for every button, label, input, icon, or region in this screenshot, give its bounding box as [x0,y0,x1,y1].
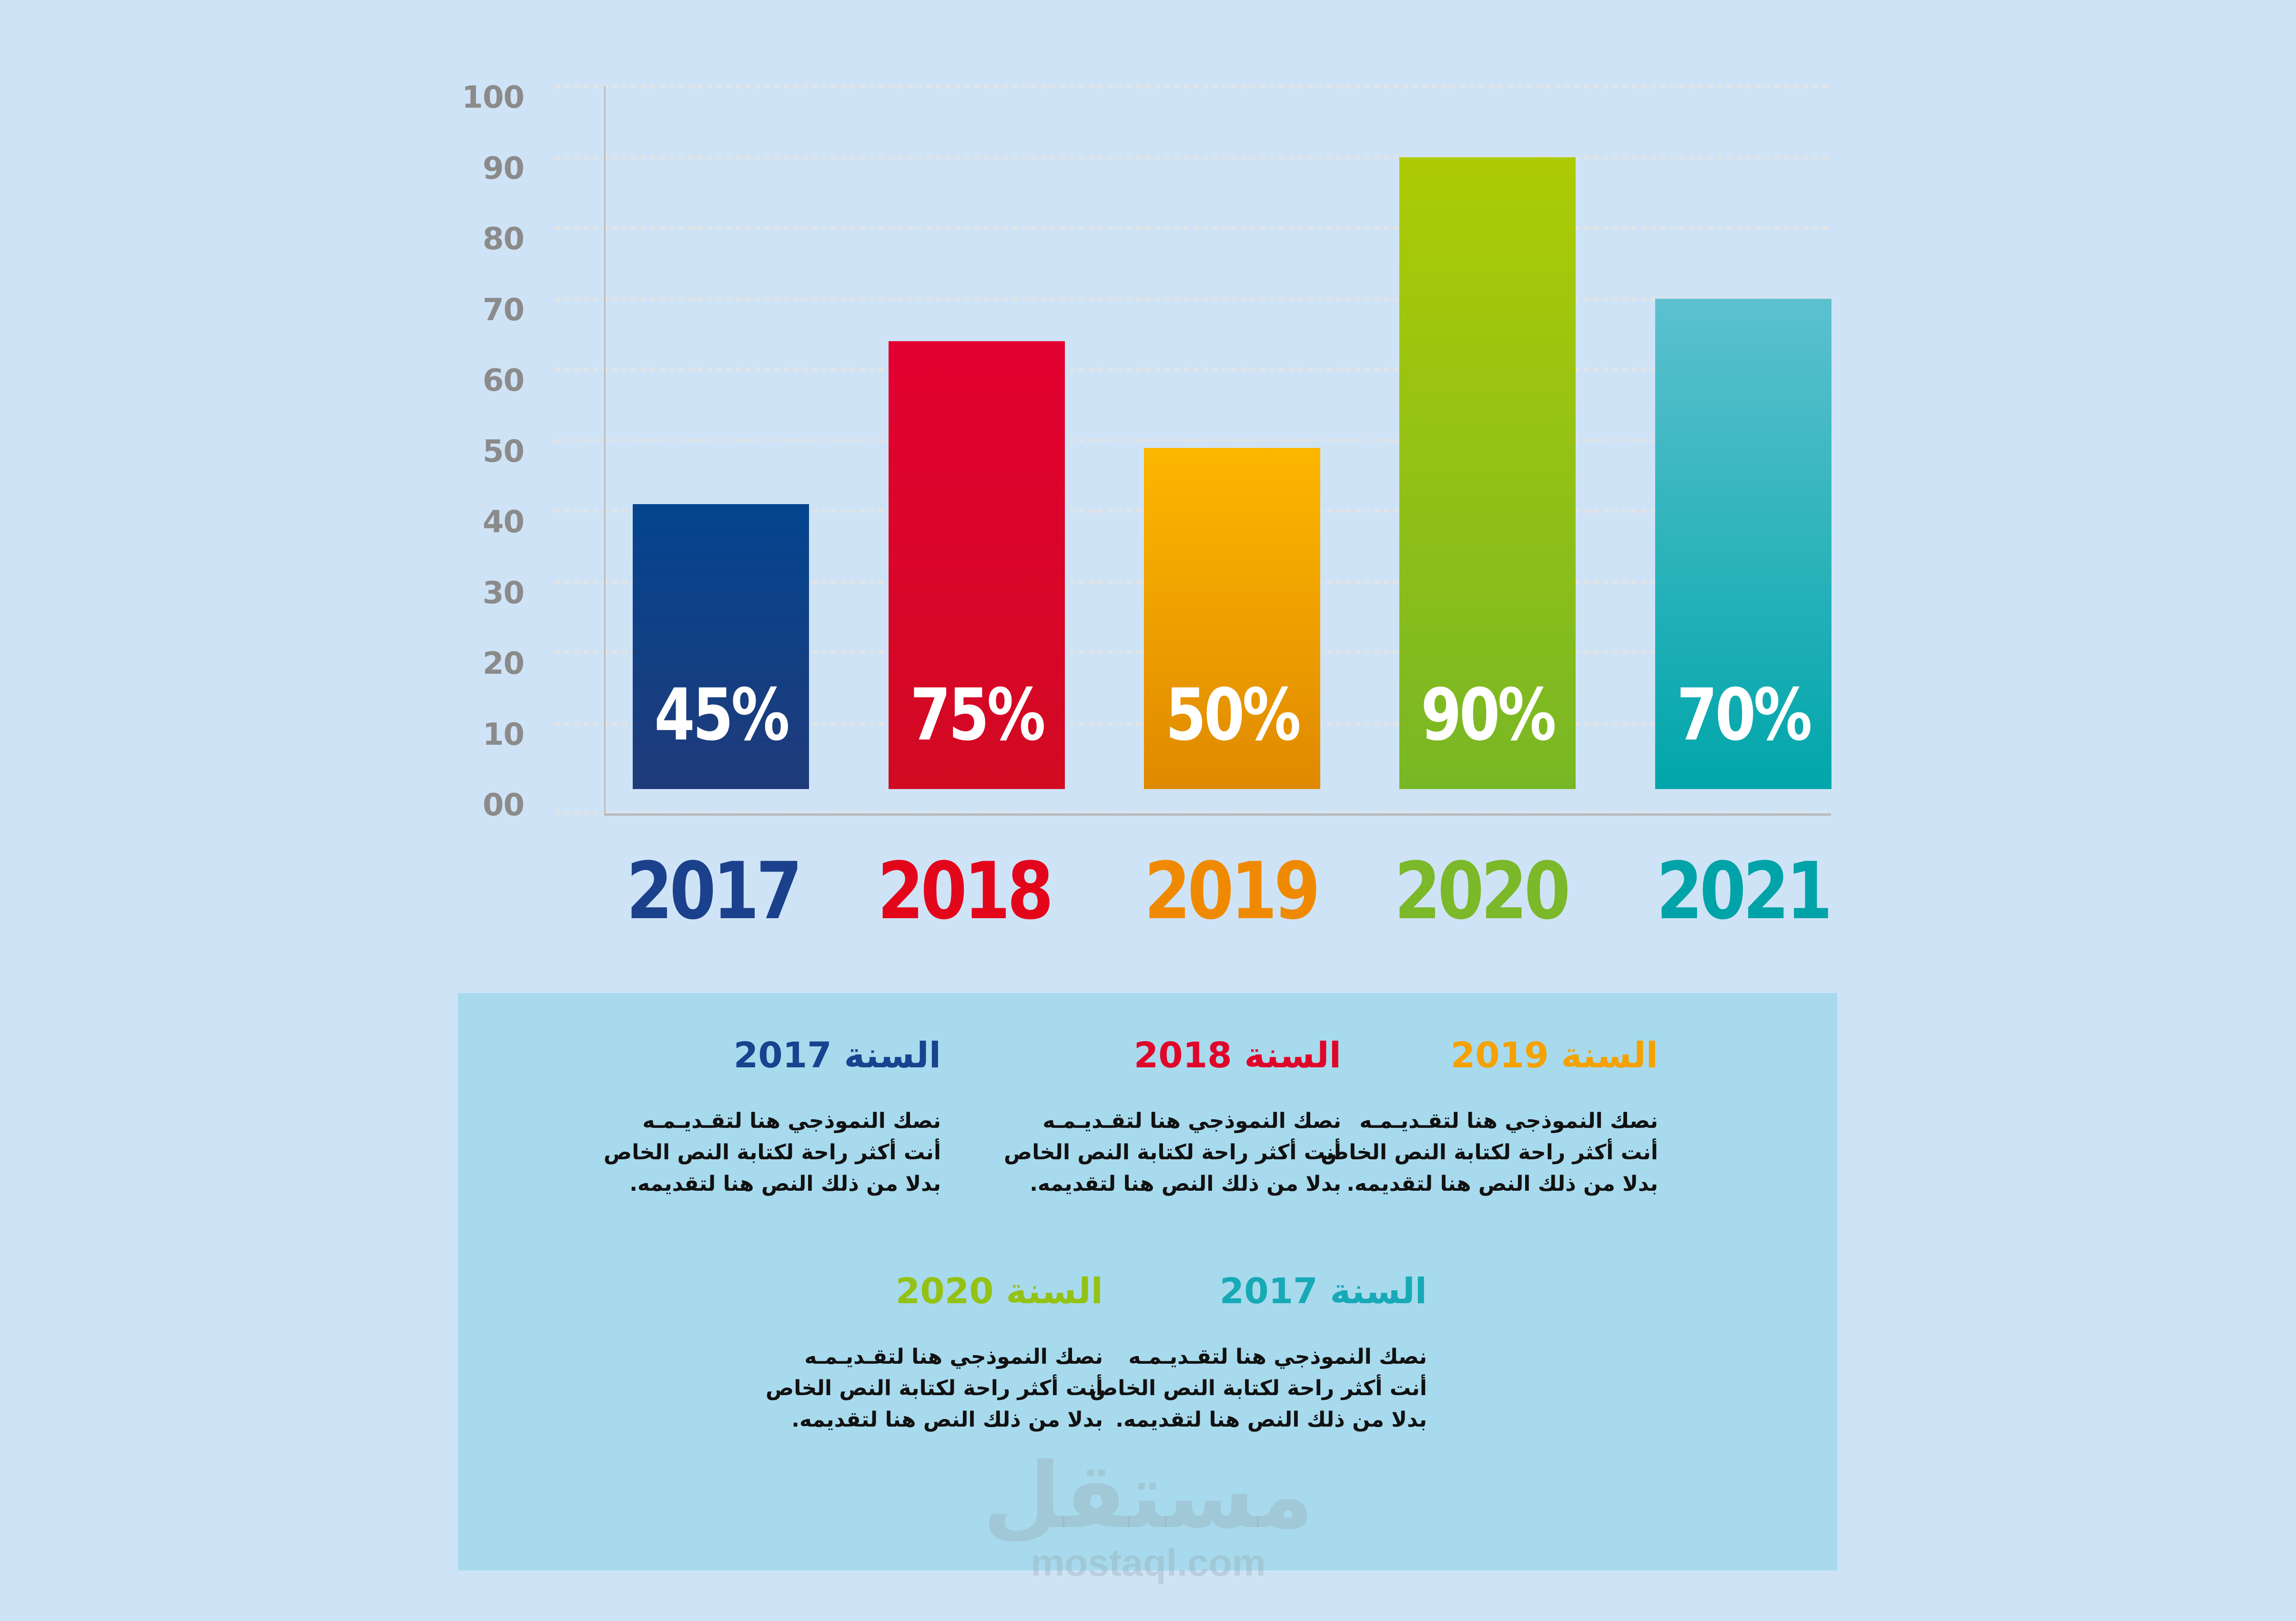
watermark-latin: mostaql.com [1031,1541,1266,1584]
card-body: نصك النموذجي هنا لتقـديـمـه أنت أكثر راح… [604,1105,941,1200]
x-axis-line [604,813,1831,816]
card-title-year: 2017 [733,1035,833,1076]
y-tick-40: 40 [482,505,525,540]
x-label-2020: 2020 [1394,845,1571,937]
bar-value-label: 90% [1421,674,1557,757]
gridline [555,156,1832,159]
card-title: السنة 2018 [1036,1034,1341,1077]
description-panel [458,993,1837,1570]
year-card-2018: السنة 2018 نصك النموذجي هنا لتقـديـمـه أ… [1004,1034,1341,1200]
card-title-year: 2017 [1219,1271,1319,1312]
watermark: مستقل mostaql.com [981,1449,1315,1582]
x-label-2021: 2021 [1656,845,1833,937]
y-tick-20: 20 [482,646,525,681]
card-line: بدلا من ذلك النص هنا لتقديمه. [629,1172,941,1196]
y-tick-80: 80 [482,222,525,257]
card-title: السنة 2020 [798,1270,1103,1313]
card-line: بدلا من ذلك النص هنا لتقديمه. [791,1408,1103,1432]
x-label-2018: 2018 [877,845,1054,937]
bar-value-label: 50% [1165,674,1301,757]
gridline [555,85,1832,88]
y-tick-50: 50 [482,434,525,469]
bar-2019: 50% [1144,448,1320,789]
card-body: نصك النموذجي هنا لتقـديـمـه أنت أكثر راح… [766,1341,1103,1436]
card-line: نصك النموذجي هنا لتقـديـمـه [1042,1109,1341,1133]
card-line: بدلا من ذلك النص هنا لتقديمه. [1030,1172,1341,1196]
card-title-prefix: السنة [1561,1035,1658,1076]
bar-2017: 45% [633,504,809,789]
card-title-year: 2020 [895,1271,995,1312]
card-line: بدلا من ذلك النص هنا لتقديمه. [1115,1408,1427,1432]
gridline [555,226,1832,230]
y-tick-30: 30 [482,576,525,611]
card-title-prefix: السنة [1330,1271,1427,1312]
card-title-prefix: السنة [1244,1035,1341,1076]
gridline [555,811,1832,815]
bar-value-label: 70% [1677,674,1812,757]
year-card-2017-teal: السنة 2017 نصك النموذجي هنا لتقـديـمـه أ… [1090,1270,1427,1436]
y-tick-100: 100 [462,80,525,115]
gridline [555,297,1832,301]
y-tick-70: 70 [482,293,525,328]
y-tick-10: 10 [482,717,525,752]
card-line: بدلا من ذلك النص هنا لتقديمه. [1346,1172,1658,1196]
bar-value-label: 45% [654,674,790,757]
card-body: نصك النموذجي هنا لتقـديـمـه أنت أكثر راح… [1004,1105,1341,1200]
card-line: أنت أكثر راحة لكتابة النص الخاص [766,1376,1103,1400]
card-title-prefix: السنة [844,1035,941,1076]
card-line: نصك النموذجي هنا لتقـديـمـه [1359,1109,1658,1133]
card-line: أنت أكثر راحة لكتابة النص الخاص [1004,1140,1341,1165]
card-line: أنت أكثر راحة لكتابة النص الخاص [604,1140,941,1165]
year-card-2020: السنة 2020 نصك النموذجي هنا لتقـديـمـه أ… [766,1270,1103,1436]
card-title-year: 2019 [1450,1035,1550,1076]
card-line: أنت أكثر راحة لكتابة النص الخاص [1090,1376,1427,1400]
bar-2018: 75% [889,341,1065,789]
watermark-arabic: مستقل [982,1443,1314,1549]
x-label-2019: 2019 [1144,845,1321,937]
bar-2020: 90% [1399,157,1576,789]
x-label-2017: 2017 [626,845,803,937]
y-tick-90: 90 [482,151,525,186]
card-body: نصك النموذجي هنا لتقـديـمـه أنت أكثر راح… [1321,1105,1658,1200]
card-title-year: 2018 [1133,1035,1234,1076]
gridline [555,368,1832,371]
year-card-2019: السنة 2019 نصك النموذجي هنا لتقـديـمـه أ… [1321,1034,1658,1200]
card-body: نصك النموذجي هنا لتقـديـمـه أنت أكثر راح… [1090,1341,1427,1436]
card-title: السنة 2017 [636,1034,941,1077]
card-title: السنة 2019 [1353,1034,1658,1077]
year-card-2017: السنة 2017 نصك النموذجي هنا لتقـديـمـه أ… [604,1034,941,1200]
gridline [555,439,1832,442]
card-title: السنة 2017 [1122,1270,1427,1313]
bar-2021: 70% [1655,299,1831,789]
card-line: أنت أكثر راحة لكتابة النص الخاص [1321,1140,1658,1165]
card-title-prefix: السنة [1006,1271,1103,1312]
y-tick-00: 00 [482,788,525,823]
bar-value-label: 75% [910,674,1046,757]
y-tick-60: 60 [482,363,525,398]
y-axis-line [604,86,606,815]
card-line: نصك النموذجي هنا لتقـديـمـه [1128,1345,1427,1369]
card-line: نصك النموذجي هنا لتقـديـمـه [804,1345,1103,1369]
card-line: نصك النموذجي هنا لتقـديـمـه [642,1109,941,1133]
